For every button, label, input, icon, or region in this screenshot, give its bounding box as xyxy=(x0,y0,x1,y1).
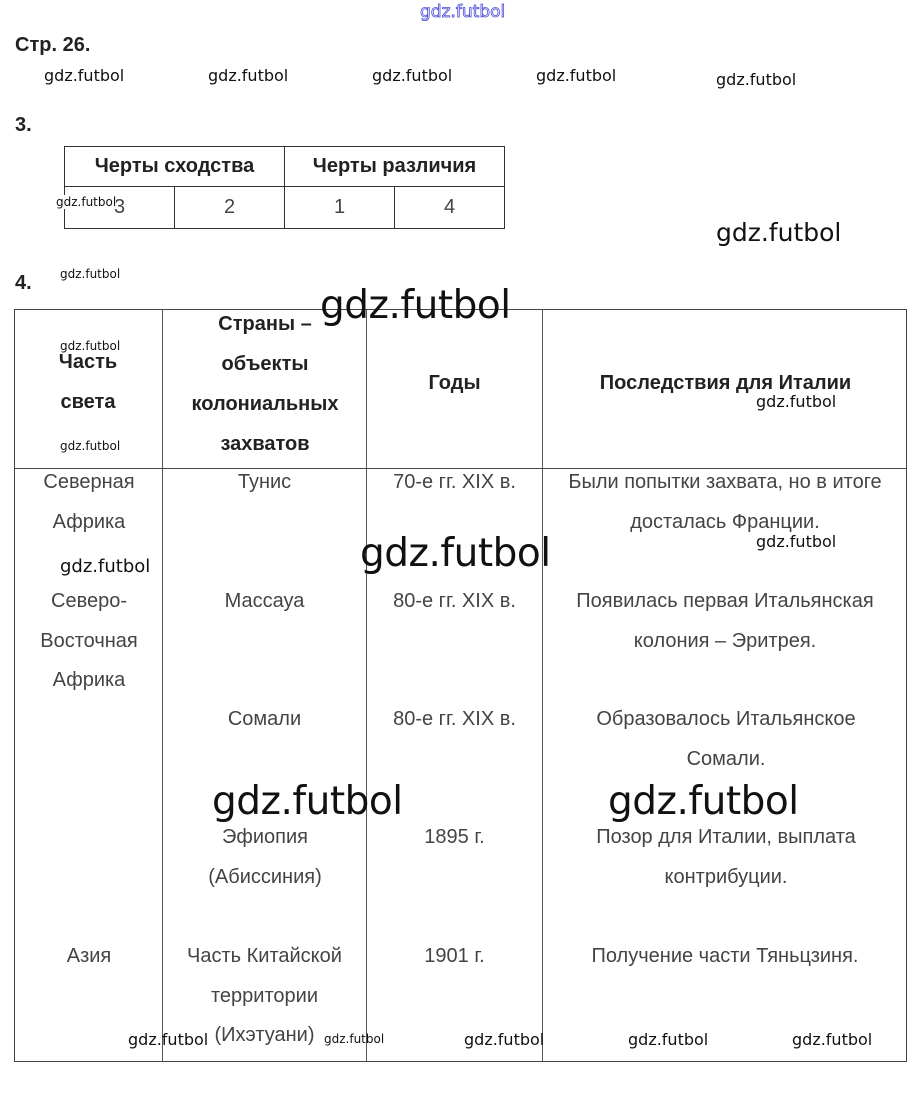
header-years: Годы xyxy=(428,372,481,394)
task-4-number: 4. xyxy=(15,272,32,294)
row-4-country: Эфиопия (Абиссиния) xyxy=(208,826,322,888)
row-5-part: Азия xyxy=(66,945,112,967)
header-similarities: Черты сходства xyxy=(64,146,285,187)
watermark: gdz.futbol xyxy=(208,66,289,85)
cell-value: 1 xyxy=(284,186,395,229)
row-2-years: 80-е гг. XIX в. xyxy=(393,590,516,612)
row-2-consequence: Появилась первая Итальянская колония – Э… xyxy=(576,590,874,652)
page-label: Стр. 26. xyxy=(15,34,91,56)
watermark: gdz.futbol xyxy=(60,556,151,577)
row-2-part: Северо-Восточная Африка xyxy=(40,590,138,691)
cell-value: 2 xyxy=(174,186,285,229)
column-divider xyxy=(542,310,543,1061)
watermark: gdz.futbol xyxy=(756,532,837,551)
row-3-country: Сомали xyxy=(227,708,302,730)
row-2-country: Массауа xyxy=(224,590,305,612)
watermark: gdz.futbol xyxy=(212,779,403,824)
row-5-years: 1901 г. xyxy=(424,945,485,967)
watermark: gdz.futbol xyxy=(420,2,506,23)
watermark: gdz.futbol xyxy=(128,1030,209,1049)
watermark: gdz.futbol xyxy=(320,283,511,328)
row-1-country: Тунис xyxy=(237,471,292,493)
row-4-years: 1895 г. xyxy=(424,826,485,848)
row-1-consequence: Были попытки захвата, но в итоге достала… xyxy=(568,471,882,533)
watermark: gdz.futbol xyxy=(60,267,121,281)
row-5-country: Часть Китайской территории (Ихэтуани) xyxy=(187,945,342,1046)
row-5-consequence: Получение части Тяньцзиня. xyxy=(591,945,859,967)
cell-value: 4 xyxy=(394,186,505,229)
watermark: gdz.futbol xyxy=(56,195,117,209)
watermark: gdz.futbol xyxy=(792,1030,873,1049)
watermark: gdz.futbol xyxy=(628,1030,709,1049)
row-3-consequence: Образовалось Итальянское Сомали. xyxy=(596,708,856,770)
task-3-number: 3. xyxy=(15,114,32,136)
watermark: gdz.futbol xyxy=(372,66,453,85)
row-1-years: 70-е гг. XIX в. xyxy=(393,471,516,493)
watermark: gdz.futbol xyxy=(44,66,125,85)
watermark: gdz.futbol xyxy=(716,218,842,247)
watermark: gdz.futbol xyxy=(716,70,797,89)
watermark: gdz.futbol xyxy=(608,779,799,824)
watermark: gdz.futbol xyxy=(324,1032,385,1046)
watermark: gdz.futbol xyxy=(60,339,121,353)
task-4-table: Часть света Страны – объекты колониальны… xyxy=(14,309,907,1062)
row-3-years: 80-е гг. XIX в. xyxy=(393,708,516,730)
watermark: gdz.futbol xyxy=(756,392,837,411)
watermark: gdz.futbol xyxy=(536,66,617,85)
column-divider xyxy=(162,310,163,1061)
row-4-consequence: Позор для Италии, выплата контрибуции. xyxy=(596,826,856,888)
header-divider xyxy=(15,468,906,469)
header-differences: Черты различия xyxy=(284,146,505,187)
row-1-part: Северная Африка xyxy=(43,471,135,533)
header-part: Часть света xyxy=(58,351,118,413)
watermark: gdz.futbol xyxy=(464,1030,545,1049)
task-3-table: Черты сходства Черты различия 3 2 1 4 xyxy=(64,146,505,229)
watermark: gdz.futbol xyxy=(360,531,551,576)
watermark: gdz.futbol xyxy=(60,439,121,453)
header-consequences: Последствия для Италии xyxy=(599,372,852,394)
header-countries: Страны – объекты колониальных захватов xyxy=(191,313,339,455)
column-divider xyxy=(366,310,367,1061)
